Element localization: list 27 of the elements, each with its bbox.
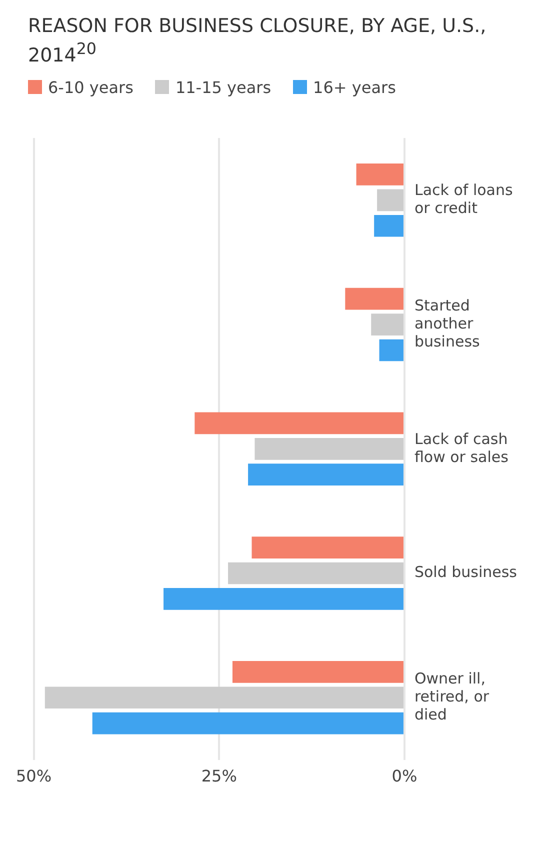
bar (356, 163, 404, 186)
y-tick-label: Sold business (414, 562, 518, 581)
bar (164, 588, 404, 610)
y-tick-label: Started another business (414, 296, 480, 350)
y-tick-label: Owner ill, retired, or died (414, 669, 490, 724)
x-tick-label: 50% (16, 766, 52, 786)
y-tick-label: Lack of loans or credit (414, 180, 513, 217)
y-tick-label: Lack of cash flow or sales (414, 429, 509, 466)
bar (44, 686, 404, 708)
bar (371, 313, 404, 336)
bar (92, 712, 404, 734)
bar (228, 562, 404, 584)
legend-label: 16+ years (313, 78, 396, 97)
legend-label: 11-15 years (175, 78, 272, 97)
bar (345, 288, 404, 310)
bar (194, 412, 404, 434)
legend-label: 6-10 years (48, 78, 134, 97)
bar (374, 214, 404, 237)
bar (232, 660, 404, 683)
bar (377, 188, 404, 211)
x-tick-label: 0% (392, 766, 418, 786)
bar (252, 536, 404, 558)
bar (379, 339, 404, 361)
bar (254, 438, 404, 460)
chart-title: REASON FOR BUSINESS CLOSURE, BY AGE, U.S., 2014$^{20}$ (27, 14, 488, 68)
x-tick-label: 25% (201, 766, 237, 786)
bar (248, 463, 404, 486)
